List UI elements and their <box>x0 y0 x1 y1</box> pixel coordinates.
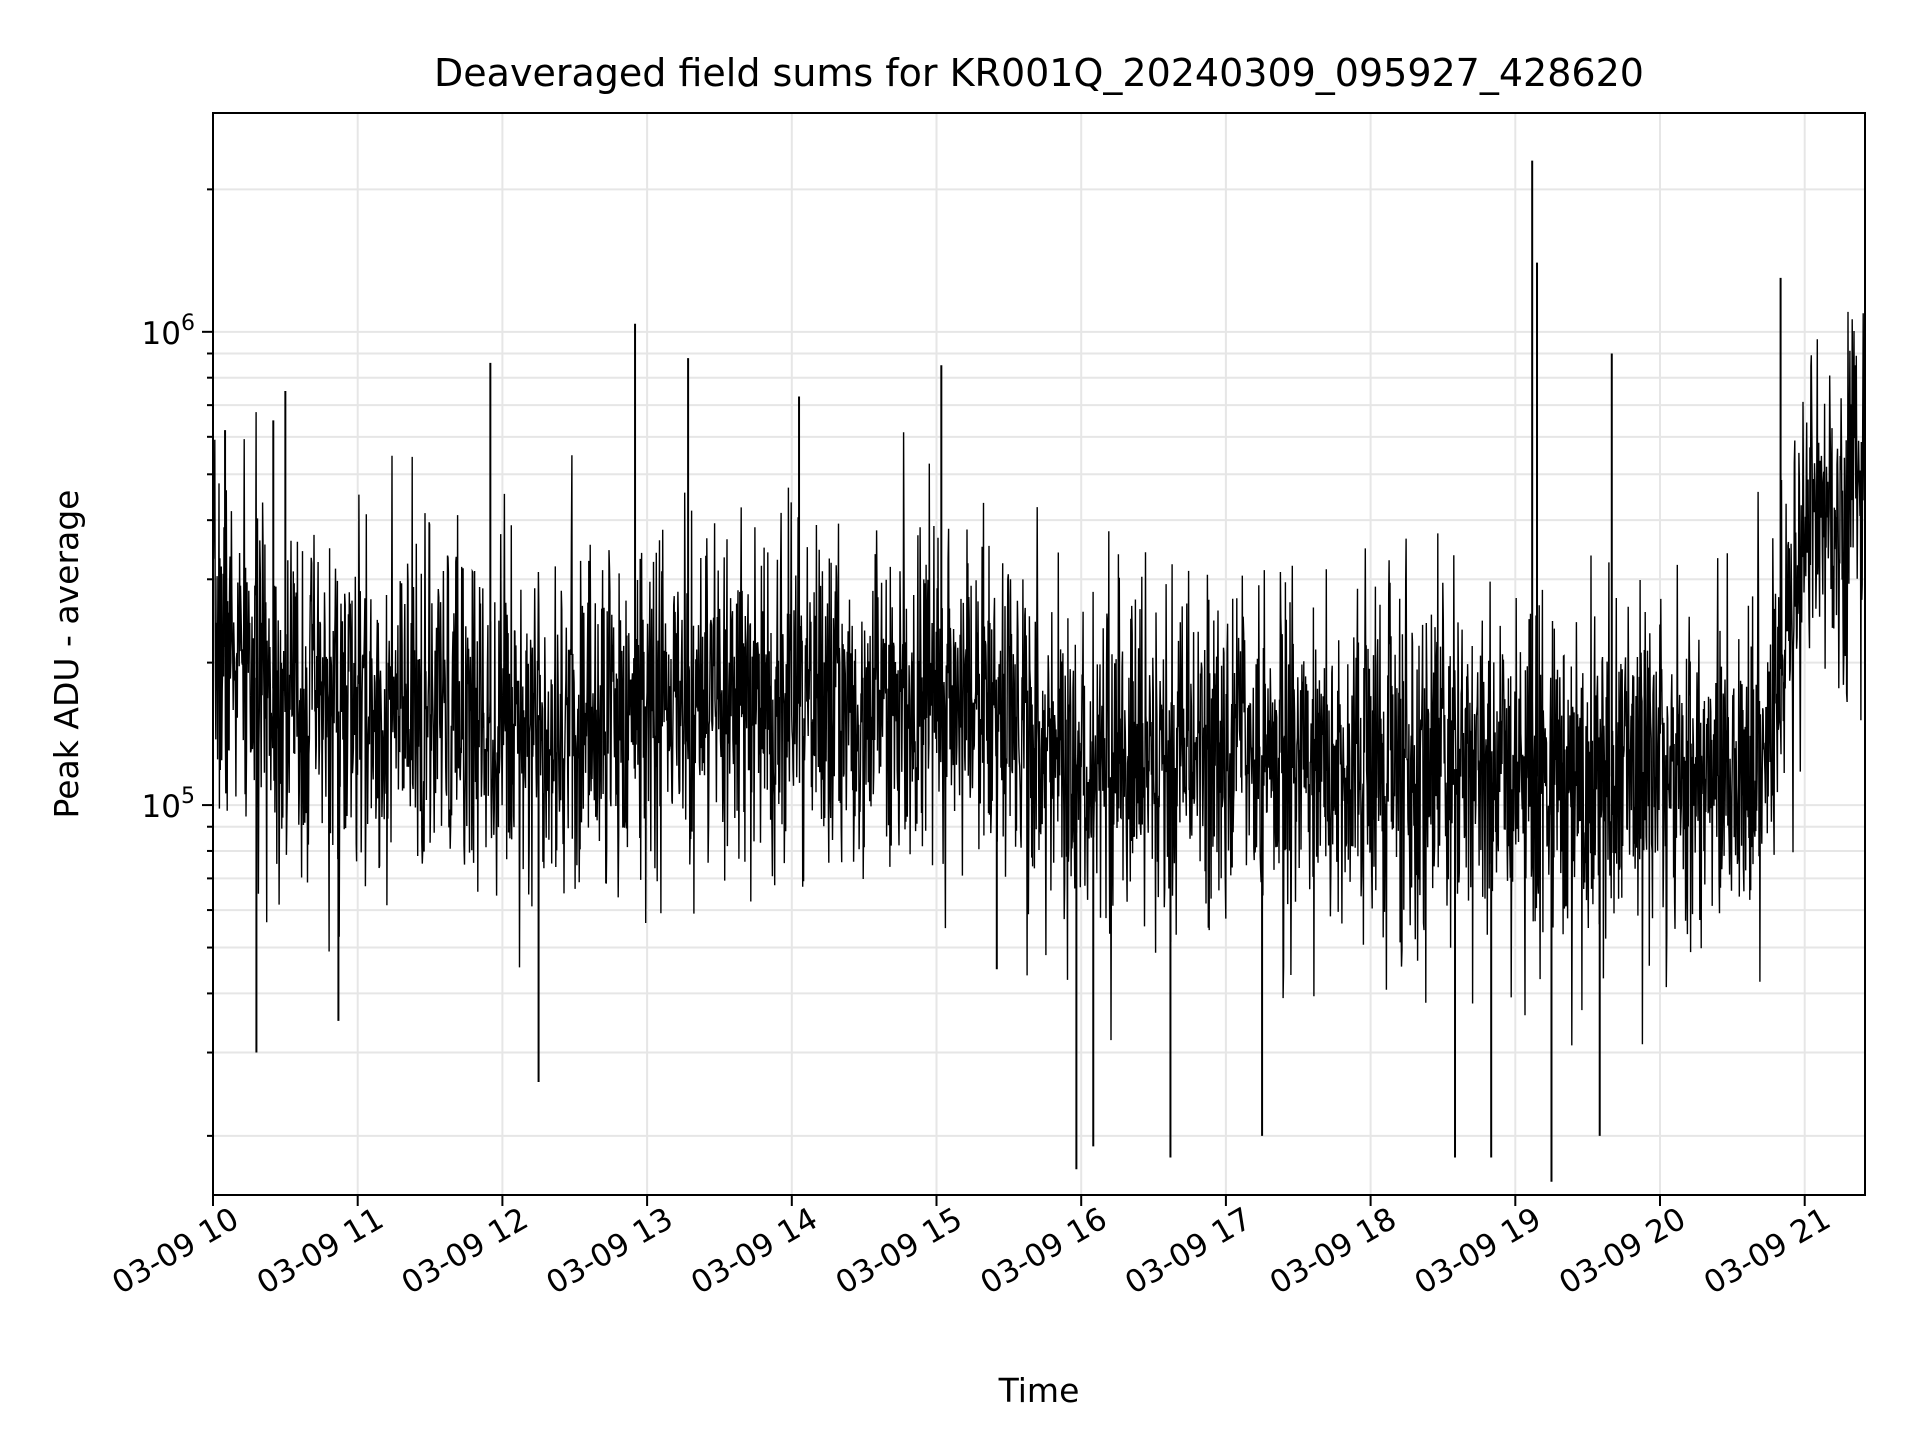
y-tick-label: 106 <box>142 311 195 352</box>
plot-frame <box>212 112 1866 1196</box>
y-tick-label: 105 <box>142 784 195 825</box>
series-line <box>213 311 1865 1046</box>
x-axis-label: Time <box>998 1371 1080 1410</box>
y-axis-label: Peak ADU - average <box>47 490 86 819</box>
grid-lines <box>212 113 1865 1195</box>
data-layer <box>213 160 1865 1182</box>
chart-title: Deaveraged field sums for KR001Q_2024030… <box>434 51 1644 95</box>
